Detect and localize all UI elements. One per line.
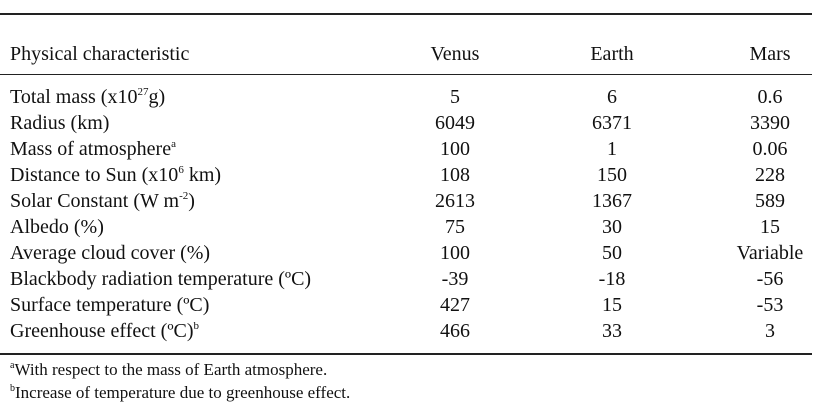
top-rule — [0, 13, 812, 15]
row-label: Mass of atmospherea — [10, 137, 176, 161]
row-label: Surface temperature (ºC) — [10, 293, 209, 317]
row-label: Solar Constant (W m-2) — [10, 189, 195, 213]
value-cell: 100 — [440, 242, 470, 264]
label-text: Distance to Sun (x10 — [10, 164, 179, 186]
value-cell: 228 — [755, 164, 785, 186]
header-cell: Venus — [430, 43, 480, 65]
value-cell: 1 — [607, 138, 617, 160]
value-cell: 589 — [755, 190, 785, 212]
value-cell: 15 — [602, 294, 622, 316]
row-label: Greenhouse effect (ºC)b — [10, 319, 199, 343]
value-cell: 6371 — [592, 112, 632, 134]
label-text: Solar Constant (W m — [10, 190, 180, 212]
value-cell: 150 — [597, 164, 627, 186]
value-cell: 427 — [440, 294, 470, 316]
value-cell: 6 — [607, 86, 617, 108]
label-text: Surface temperature (ºC) — [10, 294, 210, 316]
row-label: Distance to Sun (x106 km) — [10, 163, 221, 187]
row-label: Albedo (%) — [10, 215, 104, 239]
row-label: Total mass (x1027g) — [10, 85, 165, 109]
value-cell: 2613 — [435, 190, 475, 212]
bottom-rule — [0, 353, 812, 355]
footnote-marker: a — [10, 360, 15, 371]
label-text: Blackbody radiation temperature (ºC) — [10, 268, 312, 290]
label-text: ) — [188, 190, 195, 212]
label-superscript: b — [193, 320, 200, 332]
footnote: bIncrease of temperature due to greenhou… — [10, 381, 350, 405]
value-cell: 33 — [602, 320, 622, 342]
label-text: Average cloud cover (%) — [10, 242, 211, 264]
label-text: Total mass (x10 — [10, 86, 138, 108]
value-cell: 15 — [760, 216, 780, 238]
value-cell: 75 — [445, 216, 465, 238]
value-cell: 466 — [440, 320, 470, 342]
header-cell: Physical characteristic — [10, 43, 190, 65]
value-cell: -39 — [441, 268, 469, 290]
value-cell: 5 — [450, 86, 460, 108]
label-text: km) — [183, 164, 222, 186]
label-text: Radius (km) — [10, 112, 110, 134]
footnote: aWith respect to the mass of Earth atmos… — [10, 358, 327, 382]
value-cell: 100 — [440, 138, 470, 160]
row-label: Radius (km) — [10, 111, 109, 135]
label-text: Mass of atmosphere — [10, 138, 172, 160]
row-label: Average cloud cover (%) — [10, 241, 210, 265]
label-text: g) — [148, 86, 166, 108]
header-rule — [0, 74, 812, 75]
value-cell: 108 — [440, 164, 470, 186]
value-cell: 50 — [602, 242, 622, 264]
value-cell: -56 — [756, 268, 784, 290]
footnote-text: With respect to the mass of Earth atmosp… — [14, 360, 328, 379]
value-cell: -53 — [756, 294, 784, 316]
label-superscript: 6 — [178, 164, 184, 176]
header-cell: Earth — [590, 43, 634, 65]
label-superscript: 27 — [137, 86, 149, 98]
value-cell: 3390 — [750, 112, 790, 134]
label-superscript: a — [171, 138, 176, 150]
value-cell: 3 — [765, 320, 775, 342]
value-cell: -18 — [598, 268, 626, 290]
value-cell: 0.06 — [752, 138, 788, 160]
value-cell: 1367 — [592, 190, 632, 212]
value-cell: 6049 — [435, 112, 475, 134]
label-superscript: -2 — [179, 190, 189, 202]
header-cell: Mars — [749, 43, 791, 65]
value-cell: 0.6 — [757, 86, 783, 108]
label-text: Albedo (%) — [10, 216, 104, 238]
value-cell: 30 — [602, 216, 622, 238]
footnote-text: Increase of temperature due to greenhous… — [15, 383, 351, 402]
value-cell: Variable — [736, 242, 804, 264]
footnote-marker: b — [10, 383, 15, 394]
row-label: Blackbody radiation temperature (ºC) — [10, 267, 311, 291]
label-text: Greenhouse effect (ºC) — [10, 320, 194, 342]
